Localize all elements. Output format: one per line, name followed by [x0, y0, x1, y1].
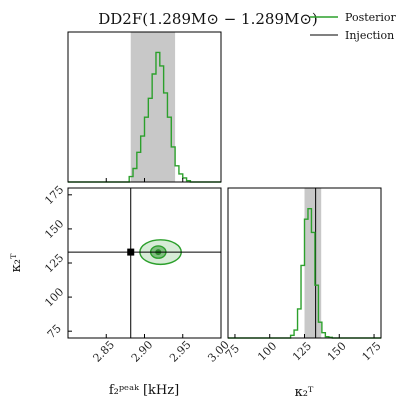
joint-y-tick-label: 125	[42, 251, 66, 275]
legend: Posterior Injection	[310, 11, 397, 42]
joint-y-tick-label: 75	[45, 322, 64, 341]
kappa-x-tick-label: 175	[360, 340, 384, 364]
joint-y-tick-label: 100	[42, 285, 66, 309]
joint-y-tick-label: 150	[42, 217, 66, 241]
x-axis-label-f: f₂ᵖᵉᵃᵏ [kHz]	[109, 383, 179, 398]
joint-x-tick-label: 2.95	[167, 338, 194, 365]
kappa-histogram	[228, 207, 381, 339]
legend-label-injection: Injection	[345, 29, 394, 42]
f-histogram	[68, 51, 221, 183]
kappa-x-tick-label: 125	[290, 340, 314, 364]
joint-x-tick-label: 2.85	[91, 338, 118, 365]
joint-x-tick-label: 2.90	[129, 338, 156, 365]
x-axis-label-kappa: κ₂ᵀ	[295, 385, 314, 400]
legend-label-posterior: Posterior	[345, 11, 397, 24]
kappa-credible-band	[304, 188, 322, 338]
kappa-x-tick-label: 100	[255, 340, 279, 364]
kappa-x-tick-label: 150	[325, 340, 349, 364]
chart-title: DD2F(1.289M⊙ − 1.289M⊙)	[98, 10, 318, 28]
joint-y-tick-label: 175	[42, 183, 66, 207]
joint-x-ticks: 2.85 2.90 2.95 3.00	[91, 178, 232, 365]
injection-marker	[127, 248, 135, 256]
panel-f-histogram	[67, 31, 222, 183]
panel-joint-frame	[67, 187, 222, 339]
y-axis-label-kappa: κ₂ᵀ	[9, 253, 24, 272]
panel-kappa-histogram: 75 100 125 150 175	[223, 187, 384, 364]
